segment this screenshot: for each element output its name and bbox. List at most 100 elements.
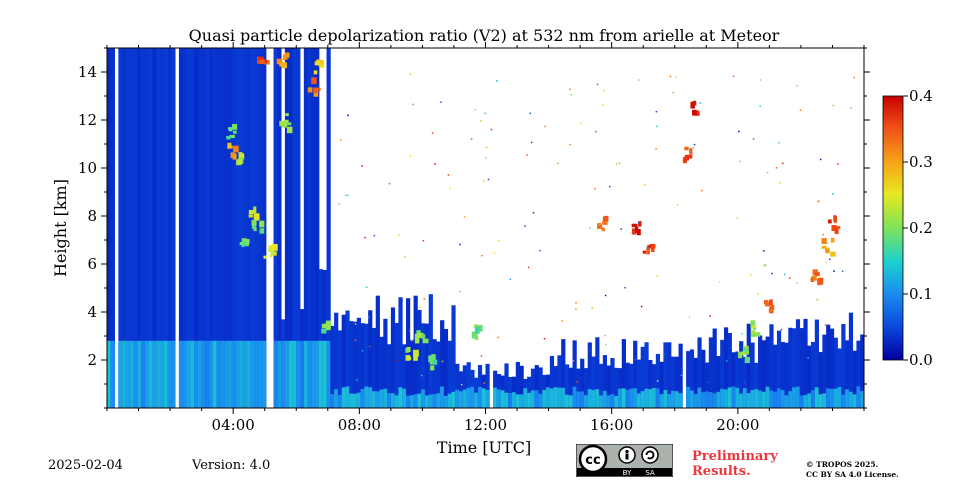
heatmap-cell — [538, 367, 543, 408]
heatmap-cell — [701, 189, 703, 192]
heatmap-cell — [349, 321, 354, 408]
heatmap-cell — [712, 393, 717, 408]
heatmap-cell — [414, 333, 419, 339]
heatmap-cell — [620, 228, 622, 230]
heatmap-cell — [614, 367, 619, 408]
heatmap-cell — [814, 387, 819, 408]
heatmap-cell — [474, 370, 476, 372]
heatmap-cell — [474, 327, 480, 334]
heatmap-cell — [825, 261, 827, 263]
heatmap-cell — [591, 307, 593, 309]
copyright-notice: © TROPOS 2025. CC BY SA 4.0 License. — [806, 460, 946, 480]
heatmap-cell — [674, 391, 679, 408]
heatmap-cell — [296, 48, 301, 408]
heatmap-cell — [455, 389, 460, 408]
date-label: 2025-02-04 — [48, 458, 123, 473]
heatmap-cell — [245, 241, 249, 247]
heatmap-cell — [538, 393, 543, 408]
heatmap-cell — [822, 393, 827, 408]
heatmap-cell — [765, 336, 770, 408]
heatmap-cell — [618, 162, 621, 164]
heatmap-cell — [258, 56, 264, 62]
heatmap-cell — [569, 88, 571, 91]
heatmap-cell — [159, 48, 165, 408]
heatmap-cell — [636, 359, 642, 408]
heatmap-cell — [769, 299, 773, 306]
heatmap-cell — [273, 48, 278, 408]
heatmap-cell — [209, 48, 214, 408]
heatmap-cell — [689, 349, 695, 408]
heatmap-cell — [360, 323, 365, 408]
heatmap-cell — [735, 387, 740, 408]
colorbar-ticks: 0.0 0.1 0.2 0.3 0.4 — [903, 87, 933, 369]
heatmap-cell — [279, 120, 285, 127]
heatmap-cell — [568, 395, 573, 408]
heatmap-cell — [576, 381, 578, 383]
heatmap-cell — [588, 349, 591, 352]
x-axis: 04:00 08:00 12:00 16:00 20:00 — [106, 42, 865, 434]
y-tick-label: 4 — [87, 303, 97, 321]
heatmap-cell — [549, 388, 555, 408]
heatmap-cell — [313, 70, 318, 75]
heatmap-cell — [429, 358, 434, 365]
copyright-line-1: © TROPOS 2025. — [806, 460, 879, 469]
heatmap-cell — [589, 227, 591, 229]
heatmap-cell — [557, 162, 559, 165]
heatmap-cell — [751, 325, 757, 330]
heatmap-cell — [775, 167, 778, 169]
heatmap-cell — [633, 340, 638, 408]
heatmap-cell — [273, 340, 278, 408]
heatmap-cell — [856, 386, 861, 408]
heatmap-cell — [485, 363, 490, 408]
heatmap-cell — [569, 143, 571, 146]
heatmap-cell — [799, 395, 804, 408]
heatmap-cell — [413, 349, 419, 357]
heatmap-cell — [428, 294, 433, 408]
heatmap-cell — [421, 323, 426, 408]
heatmap-cell — [148, 340, 153, 408]
heatmap-cell — [480, 120, 482, 122]
heatmap-cell — [284, 48, 290, 408]
heatmap-cell — [731, 352, 736, 408]
heatmap-cell — [398, 387, 403, 408]
heatmap-cell — [259, 228, 265, 234]
heatmap-cell — [451, 391, 456, 408]
heatmap-cell — [599, 363, 604, 408]
heatmap-cell — [692, 147, 695, 149]
heatmap-cell — [422, 240, 425, 242]
heatmap-cell — [636, 229, 641, 236]
heatmap-cell — [652, 364, 657, 408]
heatmap-cell — [292, 340, 297, 408]
heatmap-cell — [474, 392, 479, 408]
heatmap-cell — [575, 308, 577, 310]
heatmap-cell — [205, 48, 210, 408]
heatmap-cell — [561, 320, 563, 322]
heatmap-cell — [723, 327, 729, 408]
heatmap-cell — [659, 361, 664, 408]
heatmap-cell — [542, 390, 547, 408]
heatmap-cell — [632, 229, 636, 234]
heatmap-cell — [443, 328, 449, 408]
heatmap-cell — [640, 305, 643, 308]
heatmap-cell — [387, 393, 392, 408]
heatmap-cell — [530, 141, 533, 144]
heatmap-cell — [829, 328, 835, 408]
heatmap-cell — [852, 394, 857, 408]
heatmap-cell — [345, 194, 347, 197]
heatmap-cell — [769, 390, 774, 408]
heatmap-cell — [379, 389, 384, 408]
heatmap-cell — [379, 336, 384, 408]
heatmap-cell — [821, 238, 827, 244]
heatmap-cell — [672, 91, 675, 94]
heatmap-cell — [122, 340, 127, 408]
heatmap-cell — [683, 156, 687, 162]
heatmap-cell — [447, 393, 452, 408]
heatmap-cell — [313, 90, 319, 97]
heatmap-cell — [759, 105, 761, 107]
heatmap-cell — [428, 355, 432, 363]
heatmap-cell — [676, 204, 679, 206]
heatmap-cell — [509, 278, 512, 281]
heatmap-cell — [754, 328, 756, 330]
heatmap-cell — [738, 351, 743, 359]
heatmap-cell — [595, 337, 600, 408]
